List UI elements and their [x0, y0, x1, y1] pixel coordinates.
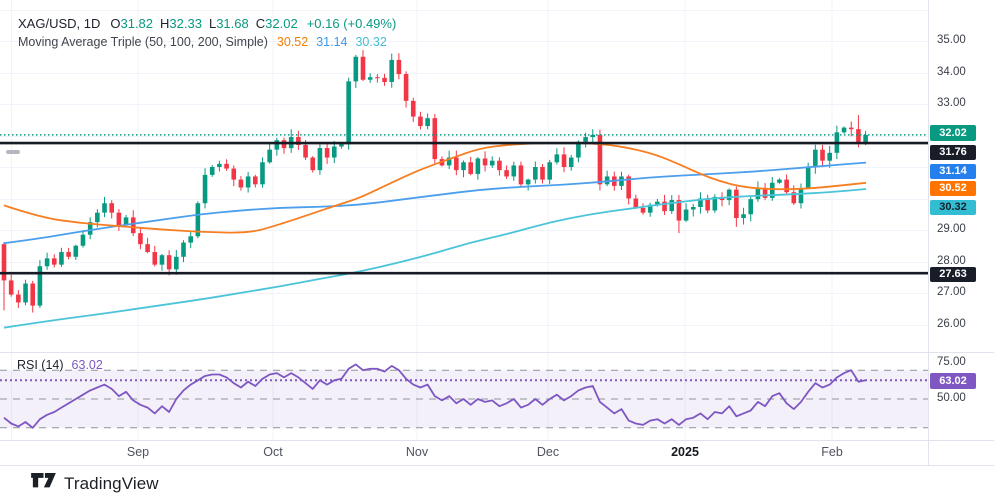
- rsi-tick-label: 50.00: [937, 392, 966, 404]
- price-tick-label: 27.00: [937, 286, 966, 298]
- time-axis-label: Oct: [263, 445, 283, 459]
- ma100-value: 31.14: [316, 35, 348, 49]
- ohlc-low: L31.68: [208, 16, 249, 31]
- price-tick-label: 33.00: [937, 97, 966, 109]
- symbol-row: XAG/USD, 1D O31.82 H32.33 L31.68 C32.02 +0.16…: [18, 14, 396, 33]
- time-axis-label: Sep: [126, 445, 150, 459]
- price-badge: 31.14: [930, 163, 976, 179]
- ma-50-line: [3, 141, 867, 234]
- price-badge: 30.52: [930, 180, 976, 196]
- price-badge: 30.32: [930, 199, 976, 215]
- time-axis-label: Nov: [405, 445, 429, 459]
- price-tick-label: 35.00: [937, 34, 966, 46]
- ohlc-high: H32.33: [160, 16, 202, 31]
- drawing-handle[interactable]: [6, 150, 20, 154]
- price-badge: 63.02: [930, 373, 976, 389]
- time-axis-label: 2025: [671, 445, 699, 459]
- ma50-value: 30.52: [276, 35, 309, 49]
- time-axis-label: Dec: [536, 445, 560, 459]
- price-axis[interactable]: 35.00 34.00 33.00 29.00 28.00 27.00 26.00 75.00…: [928, 0, 994, 466]
- rsi-legend: RSI (14) 63.02: [17, 358, 103, 372]
- price-tick-label: 28.00: [937, 254, 966, 267]
- rsi-title[interactable]: RSI (14): [17, 358, 64, 372]
- tradingview-logo-icon: [30, 472, 57, 496]
- price-badge: 27.63: [930, 266, 976, 282]
- tradingview-logo-text: TradingView: [64, 474, 159, 493]
- time-axis-label: Feb: [821, 445, 843, 459]
- symbol-legend: XAG/USD, 1D O31.82 H32.33 L31.68 C32.02 +0.16…: [18, 14, 396, 52]
- rsi-tick-label: 75.00: [937, 356, 966, 368]
- indicator-title[interactable]: Moving Average Triple (50, 100, 200, Sim…: [18, 35, 268, 49]
- price-tick-label: 34.00: [937, 65, 966, 78]
- tradingview-logo[interactable]: TradingView: [30, 472, 159, 496]
- time-axis[interactable]: Sep Oct Nov Dec 2025 Feb: [0, 441, 994, 466]
- ma-200-line: [3, 188, 867, 329]
- ma200-value: 30.32: [355, 35, 387, 49]
- price-change: +0.16 (+0.49%): [306, 16, 397, 31]
- price-tick-label: 26.00: [937, 317, 966, 330]
- price-badge: 32.02: [930, 125, 976, 141]
- ohlc-open: O31.82: [110, 16, 154, 31]
- rsi-value: 63.02: [71, 358, 103, 372]
- price-tick-label: 29.00: [937, 223, 966, 235]
- price-badge: 31.76: [930, 144, 976, 160]
- symbol-title[interactable]: XAG/USD, 1D: [18, 16, 101, 31]
- indicator-row: Moving Average Triple (50, 100, 200, Sim…: [18, 33, 396, 52]
- ohlc-close: C32.02: [255, 16, 298, 31]
- rsi-line: [3, 363, 866, 429]
- ma-100-line: [3, 161, 867, 245]
